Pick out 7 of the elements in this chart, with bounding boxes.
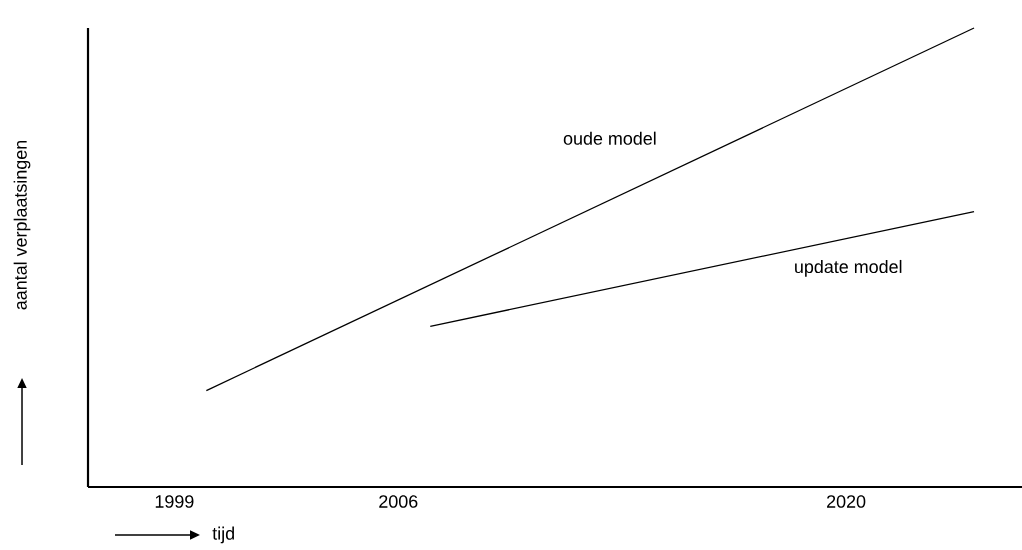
x-tick-label: 2020	[827, 495, 866, 508]
y-axis-title: aantal verplaatsingen	[13, 140, 31, 310]
series-label: update model	[795, 259, 902, 277]
x-tick-label: 1999	[155, 495, 194, 508]
x-axis-title: tijd	[212, 526, 234, 544]
x-tick-label: 2006	[379, 495, 418, 508]
series-label: oude model	[563, 131, 656, 145]
